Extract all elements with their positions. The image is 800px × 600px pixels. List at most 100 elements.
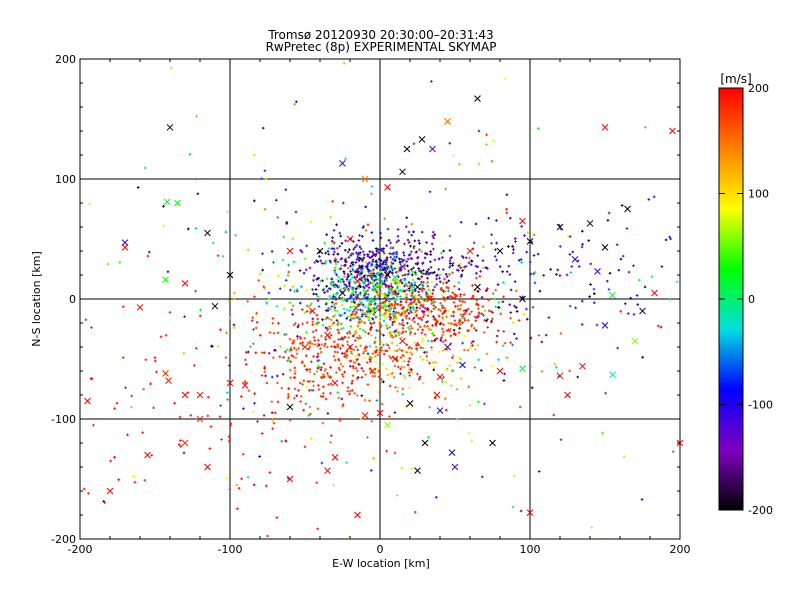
cross-marker (433, 391, 441, 399)
small-marker (399, 300, 403, 304)
small-marker (363, 321, 366, 325)
small-marker (388, 330, 392, 333)
small-marker (431, 324, 434, 327)
small-marker (577, 265, 581, 268)
small-marker (249, 345, 252, 348)
small-marker (298, 269, 302, 272)
small-marker (362, 296, 366, 300)
small-marker (512, 474, 516, 478)
small-marker (473, 326, 476, 330)
small-marker (458, 299, 462, 303)
x-tick-label: 200 (670, 543, 691, 556)
small-marker (354, 354, 358, 358)
small-marker (355, 377, 359, 381)
small-marker (538, 289, 542, 293)
small-marker (467, 261, 471, 265)
small-marker (329, 260, 332, 264)
small-marker (315, 313, 319, 317)
small-marker (638, 278, 641, 282)
small-marker (363, 356, 366, 360)
small-marker (367, 332, 370, 335)
small-marker (334, 302, 338, 305)
small-marker (443, 298, 446, 302)
small-marker (418, 355, 422, 359)
small-marker (553, 362, 557, 366)
small-marker (341, 365, 345, 368)
small-marker (393, 257, 396, 260)
small-marker (270, 375, 274, 379)
small-marker (308, 345, 312, 348)
small-marker (418, 376, 422, 380)
small-marker (490, 241, 493, 245)
small-marker (502, 379, 506, 382)
small-marker (364, 315, 368, 318)
small-marker (503, 372, 506, 376)
small-marker (442, 306, 445, 309)
small-marker (398, 358, 401, 362)
small-marker (337, 321, 340, 324)
small-marker (448, 141, 452, 145)
small-marker (390, 287, 393, 291)
small-marker (532, 233, 536, 237)
small-marker (379, 231, 382, 235)
small-marker (372, 253, 376, 257)
small-marker (260, 374, 264, 377)
small-marker (337, 358, 341, 362)
small-marker (442, 375, 445, 379)
small-marker (592, 287, 596, 291)
cross-marker (429, 145, 436, 153)
small-marker (307, 414, 310, 417)
small-marker (82, 487, 86, 491)
cross-marker (286, 475, 294, 483)
small-marker (439, 309, 442, 312)
small-marker (512, 321, 515, 324)
small-marker (378, 312, 382, 316)
small-marker (619, 309, 623, 313)
small-marker (284, 440, 288, 443)
cross-marker (421, 439, 429, 447)
small-marker (271, 317, 275, 320)
small-marker (415, 343, 418, 347)
small-marker (380, 346, 383, 349)
small-marker (426, 284, 430, 288)
small-marker (343, 287, 347, 290)
small-marker (416, 372, 419, 376)
cross-marker (376, 409, 384, 417)
small-marker (315, 259, 318, 263)
small-marker (373, 299, 377, 302)
small-marker (229, 422, 233, 426)
small-marker (668, 298, 672, 301)
small-marker (283, 307, 286, 311)
small-marker (363, 274, 366, 278)
small-marker (326, 327, 329, 331)
small-marker (462, 293, 466, 296)
small-marker (375, 281, 379, 285)
small-marker (467, 432, 471, 435)
small-marker (377, 289, 381, 293)
small-marker (359, 257, 362, 260)
small-marker (371, 250, 374, 254)
small-marker (409, 298, 413, 302)
small-marker (357, 352, 361, 356)
small-marker (400, 365, 404, 369)
small-marker (339, 280, 342, 284)
small-marker (219, 328, 222, 332)
small-marker (367, 269, 370, 273)
small-marker (477, 358, 480, 362)
small-marker (487, 216, 490, 220)
small-marker (293, 387, 297, 391)
small-marker (447, 289, 450, 293)
small-marker (430, 280, 434, 284)
small-marker (432, 365, 436, 369)
cross-marker (448, 449, 456, 456)
small-marker (407, 284, 410, 288)
small-marker (399, 356, 403, 359)
small-marker (313, 261, 317, 264)
small-marker (349, 318, 352, 322)
small-marker (410, 222, 414, 226)
small-marker (412, 300, 415, 304)
small-marker (353, 308, 356, 312)
small-marker (232, 323, 236, 327)
small-marker (372, 321, 376, 324)
